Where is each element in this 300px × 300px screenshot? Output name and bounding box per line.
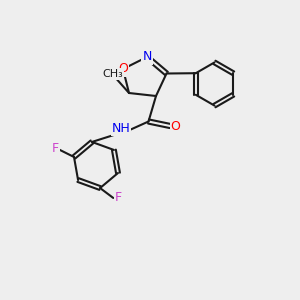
Text: F: F bbox=[115, 191, 122, 204]
Text: NH: NH bbox=[112, 122, 130, 135]
Text: O: O bbox=[118, 62, 128, 76]
Text: F: F bbox=[52, 142, 59, 154]
Text: N: N bbox=[142, 50, 152, 64]
Text: CH₃: CH₃ bbox=[102, 69, 123, 79]
Text: O: O bbox=[171, 119, 180, 133]
